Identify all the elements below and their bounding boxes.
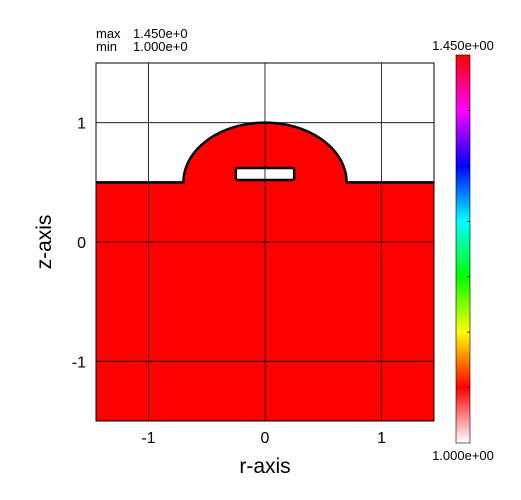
colorbar: 1.450e+00 1.000e+00 (432, 38, 494, 463)
min-value: 1.000e+0 (133, 39, 188, 54)
plot-frame (95, 62, 435, 422)
max-readout: max 1.450e+0 (96, 27, 188, 40)
max-value: 1.450e+0 (133, 26, 188, 41)
min-label: min (96, 39, 117, 54)
min-readout: min 1.000e+0 (96, 40, 188, 53)
colorbar-min-label: 1.000e+00 (432, 448, 494, 463)
y-tick-label: -1 (72, 354, 86, 371)
x-tick-label: -1 (141, 430, 155, 447)
colorbar-max-label: 1.450e+00 (432, 38, 494, 53)
y-tick-label: 0 (77, 235, 86, 252)
colorbar-gradient (455, 54, 471, 444)
colorbar-ticks (467, 110, 470, 388)
x-tick-label: 1 (377, 430, 386, 447)
x-tick-label: 0 (261, 430, 270, 447)
y-axis-label: z-axis (33, 215, 56, 270)
plot-area (95, 62, 435, 422)
y-tick-label: 1 (77, 116, 86, 133)
max-label: max (96, 26, 121, 41)
axis-ticks: -1 0 1 -1 0 1 (72, 116, 386, 447)
x-axis-label: r-axis (239, 455, 290, 478)
